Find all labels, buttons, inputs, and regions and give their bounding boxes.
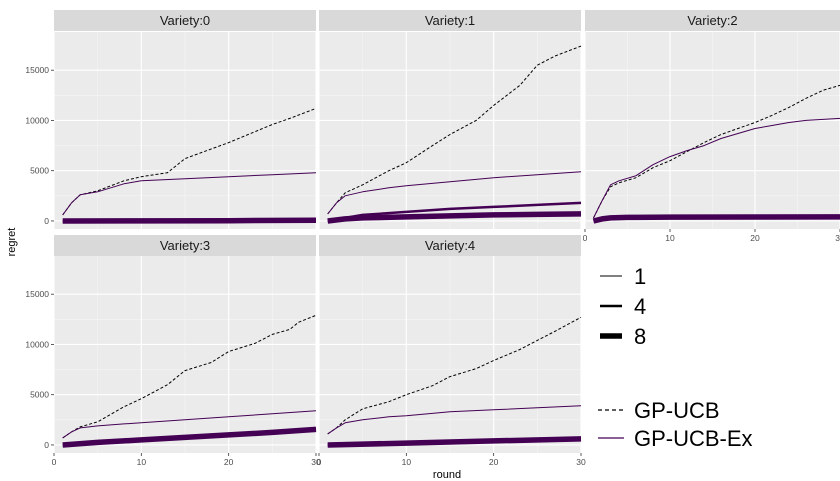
panel-title: Variety:1	[425, 13, 475, 28]
panel-title: Variety:2	[687, 13, 737, 28]
y-tick-label: 5000	[30, 166, 49, 176]
legend-label-gp-ucb-ex: GP-UCB-Ex	[634, 426, 753, 451]
series-line-gp-ucb-ex-size-4	[327, 436, 582, 447]
legend-label-size-8: 8	[634, 324, 646, 349]
x-tick-label: 10	[402, 457, 412, 467]
x-tick-label: 20	[224, 457, 234, 467]
panel-2: Variety:2 0 10 20 30	[583, 10, 840, 243]
series-line-gp-ucb-size-1	[62, 107, 317, 216]
series-line-gp-ucb-ex-size-4	[62, 427, 317, 447]
y-tick-label: 10000	[25, 115, 49, 125]
series-line-gp-ucb-ex-size-1	[327, 171, 582, 215]
series-line-gp-ucb-size-1	[593, 84, 840, 219]
legend: 1 4 8 GP-UCB GP-UCB-Ex	[598, 264, 753, 451]
y-tick-label: 15000	[25, 289, 49, 299]
x-tick-label: 30	[311, 457, 321, 467]
x-tick-label: 30	[835, 233, 840, 243]
panel-4: Variety:4 0 10 20 30	[317, 235, 586, 467]
panel-strip	[585, 10, 840, 31]
series-line-gp-ucb-ex-size-1	[593, 117, 840, 219]
panel-strip	[319, 10, 581, 31]
x-tick-label: 0	[583, 233, 588, 243]
y-axis-title: regret	[6, 228, 18, 257]
x-tick-label: 20	[750, 233, 760, 243]
series-line-gp-ucb-ex-size-1	[327, 405, 582, 435]
panel-title: Variety:0	[160, 13, 210, 28]
series-line-gp-ucb-ex-size-1	[62, 172, 317, 216]
x-axis-title: round	[433, 469, 461, 481]
x-tick-label: 10	[665, 233, 675, 243]
x-tick-label: 20	[489, 457, 499, 467]
series-line-gp-ucb-size-1	[327, 45, 582, 215]
series-line-gp-ucb-ex-size-4	[593, 215, 840, 223]
panel-3: Variety:3 0 5000 10000 15000 0 10 20 30	[25, 235, 321, 467]
y-tick-label: 0	[44, 216, 49, 226]
x-tick-label: 0	[52, 457, 57, 467]
y-tick-label: 0	[44, 440, 49, 450]
x-tick-label: 0	[317, 457, 322, 467]
series-line-gp-ucb-ex-size-1	[62, 410, 317, 439]
panel-title: Variety:4	[425, 238, 475, 253]
panel-strip	[54, 235, 316, 256]
y-tick-label: 15000	[25, 65, 49, 75]
series-line-gp-ucb-ex-size-4	[62, 218, 317, 223]
panel-strip	[319, 235, 581, 256]
legend-label-size-1: 1	[634, 264, 646, 289]
series-line-gp-ucb-ex-size-8	[327, 211, 582, 224]
panel-strip	[54, 10, 316, 31]
y-tick-label: 10000	[25, 339, 49, 349]
panel-1: Variety:1	[318, 10, 582, 229]
series-line-gp-ucb-size-1	[327, 316, 582, 435]
panel-0: Variety:0 0 5000 10000 15000	[25, 10, 317, 229]
x-tick-label: 10	[137, 457, 147, 467]
series-line-gp-ucb-ex-size-4	[327, 201, 582, 223]
legend-label-size-4: 4	[634, 294, 646, 319]
legend-label-gp-ucb: GP-UCB	[634, 398, 720, 423]
panel-title: Variety:3	[160, 238, 210, 253]
x-tick-label: 30	[576, 457, 586, 467]
y-tick-label: 5000	[30, 390, 49, 400]
series-line-gp-ucb-size-1	[62, 314, 317, 439]
